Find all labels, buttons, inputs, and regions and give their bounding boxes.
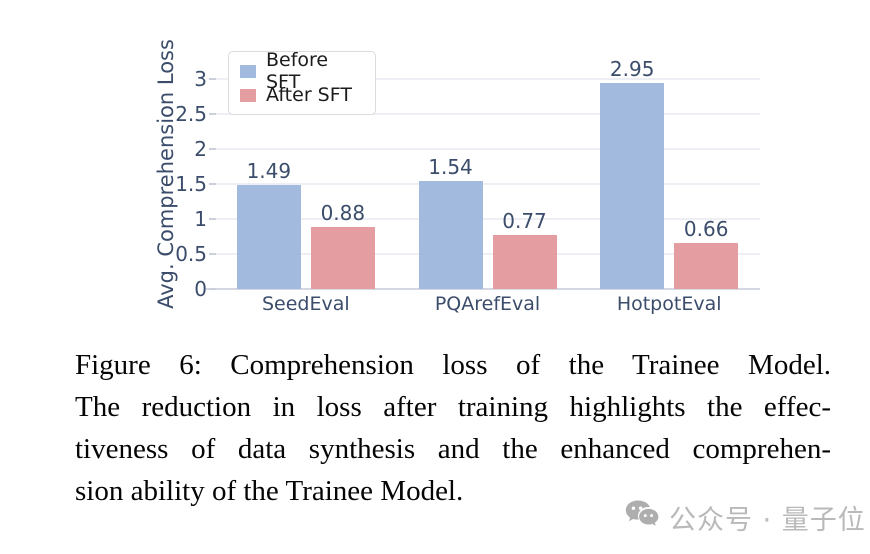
legend-label: After SFT [266,84,352,106]
bar-value-label: 0.77 [502,209,547,234]
y-tick-mark [209,113,216,115]
legend: Before SFT After SFT [228,49,376,115]
bar-value-label: 0.66 [683,216,729,241]
legend-label: Before SFT [266,49,329,93]
bar-chart: Avg. Comprehension Loss 1.49 0.88 SeedEval… [154,39,760,315]
figure-caption: Figure 6: Comprehension loss of the Trai… [75,344,831,512]
y-tick-label: 1.5 [175,172,207,196]
bar-value-label: 0.88 [320,201,366,226]
watermark: 公众号 · 量子位 [624,497,866,537]
y-tick-label: 1 [194,207,207,231]
bar-value-label: 2.95 [609,56,655,81]
legend-item: Before SFT [240,49,365,93]
y-tick-label: 0 [194,277,207,301]
bar-hotpoteval-before-sft [600,82,665,289]
gridline [215,113,760,115]
gridline [215,148,760,150]
bar-pqarefeval-before-sft [418,181,483,289]
x-axis-line [206,288,760,290]
gridline [215,218,760,220]
y-tick-mark [209,183,216,185]
bar-pqarefeval-after-sft [492,235,557,289]
bar-hotpoteval-after-sft [674,242,739,289]
x-tick-label-pqarefeval: PQArefEval [434,293,541,315]
bar-value-label: 1.49 [246,158,292,183]
y-tick-label: 3 [194,67,207,91]
gridline [215,183,760,185]
y-tick-mark [209,288,216,290]
legend-swatch [240,88,256,102]
y-tick-label: 0.5 [175,242,207,266]
caption-line: tiveness of data synthesis and the enhan… [75,433,831,465]
y-tick-mark [209,148,216,150]
y-tick-mark [209,253,216,255]
bar-seedeval-after-sft [310,227,375,289]
legend-item: After SFT [240,84,365,106]
gridline [215,253,760,255]
y-tick-mark [209,218,216,220]
y-tick-label: 2 [194,137,207,161]
caption-line: The reduction in loss after training hig… [75,391,831,423]
bar-seedeval-before-sft [236,184,301,289]
y-tick-mark [209,78,216,80]
x-tick-label-seedeval: SeedEval [261,293,350,315]
bar-value-label: 1.54 [428,155,473,180]
wechat-icon [624,497,662,537]
y-tick-label: 2.5 [175,102,207,126]
caption-line: sion ability of the Trainee Model. [75,475,464,507]
caption-line: Figure 6: Comprehension loss of the Trai… [75,349,831,381]
gridline [215,78,760,80]
watermark-text: 公众号 · 量子位 [669,504,866,536]
x-tick-label-hotpoteval: HotpotEval [616,293,722,315]
legend-swatch [240,64,256,78]
